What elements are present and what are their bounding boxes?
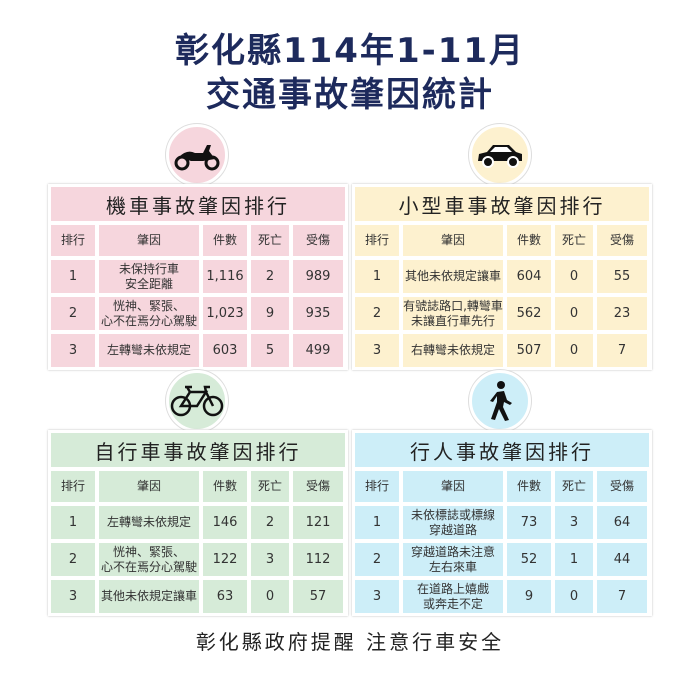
cell-rank: 3: [355, 334, 399, 367]
cell-rank: 3: [51, 334, 95, 367]
footer-reminder: 彰化縣政府提醒 注意行車安全: [195, 630, 505, 654]
cell-deaths: 3: [251, 543, 289, 576]
cell-cases: 507: [507, 334, 551, 367]
cell-injuries: 499: [293, 334, 343, 367]
ranking-panel: 小型車事故肇因排行 排行 肇因 件數 死亡 受傷 1 其他未依規定讓車 604 0 55 2 有號誌路口…: [352, 184, 652, 370]
cell-rank: 3: [355, 580, 399, 613]
title-line-1: 彰化縣114年1-11月: [174, 31, 526, 71]
cell-injuries: 121: [293, 506, 343, 539]
cell-cases: 63: [203, 580, 247, 613]
cell-injuries: 44: [597, 543, 647, 576]
cell-injuries: 64: [597, 506, 647, 539]
column-header-deaths: 死亡: [555, 225, 593, 256]
title-line-2: 交通事故肇因統計: [206, 75, 494, 115]
cell-deaths: 2: [251, 506, 289, 539]
column-header-deaths: 死亡: [555, 471, 593, 502]
cell-injuries: 112: [293, 543, 343, 576]
column-header-rank: 排行: [355, 225, 399, 256]
cell-cause: 未保持行車 安全距離: [99, 260, 199, 293]
cell-cause: 左轉彎未依規定: [99, 334, 199, 367]
cell-cause: 右轉彎未依規定: [403, 334, 503, 367]
cell-deaths: 5: [251, 334, 289, 367]
column-header-rank: 排行: [355, 471, 399, 502]
column-header-cases: 件數: [203, 225, 247, 256]
cell-rank: 2: [355, 297, 399, 330]
column-header-cause: 肇因: [403, 225, 503, 256]
cell-rank: 2: [355, 543, 399, 576]
cell-deaths: 9: [251, 297, 289, 330]
cell-rank: 1: [51, 260, 95, 293]
cell-injuries: 7: [597, 580, 647, 613]
motorcycle-icon: [166, 124, 228, 186]
cell-deaths: 0: [555, 334, 593, 367]
car-icon: [469, 124, 531, 186]
cell-deaths: 2: [251, 260, 289, 293]
cell-cases: 603: [203, 334, 247, 367]
cell-cause: 恍神、緊張、 心不在焉分心駕駛: [99, 297, 199, 330]
cell-rank: 1: [355, 506, 399, 539]
panel-title: 機車事故肇因排行: [51, 187, 345, 221]
cell-cause: 其他未依規定讓車: [99, 580, 199, 613]
cell-injuries: 989: [293, 260, 343, 293]
cell-cases: 52: [507, 543, 551, 576]
pedestrian-icon: [469, 370, 531, 432]
ranking-table: 排行 肇因 件數 死亡 受傷 1 未保持行車 安全距離 1,116 2 989 2 恍神、緊張、 心不…: [51, 225, 345, 367]
cell-injuries: 935: [293, 297, 343, 330]
cell-cases: 146: [203, 506, 247, 539]
cell-rank: 2: [51, 297, 95, 330]
cell-cases: 9: [507, 580, 551, 613]
cell-deaths: 0: [555, 260, 593, 293]
cell-rank: 3: [51, 580, 95, 613]
column-header-cases: 件數: [507, 471, 551, 502]
column-header-injuries: 受傷: [293, 225, 343, 256]
cell-cause: 其他未依規定讓車: [403, 260, 503, 293]
column-header-cause: 肇因: [99, 471, 199, 502]
cell-rank: 1: [355, 260, 399, 293]
cell-deaths: 1: [555, 543, 593, 576]
cell-deaths: 0: [555, 580, 593, 613]
ranking-panel: 行人事故肇因排行 排行 肇因 件數 死亡 受傷 1 未依標誌或標線 穿越道路 73 3 64 2 穿越道…: [352, 430, 652, 616]
column-header-rank: 排行: [51, 225, 95, 256]
cell-rank: 2: [51, 543, 95, 576]
cell-injuries: 7: [597, 334, 647, 367]
cell-rank: 1: [51, 506, 95, 539]
ranking-panel: 機車事故肇因排行 排行 肇因 件數 死亡 受傷 1 未保持行車 安全距離 1,116 2 989 2 恍…: [48, 184, 348, 370]
ranking-table: 排行 肇因 件數 死亡 受傷 1 未依標誌或標線 穿越道路 73 3 64 2 穿越道路未注意 左右來…: [355, 471, 649, 613]
cell-cause: 未依標誌或標線 穿越道路: [403, 506, 503, 539]
bicycle-icon: [166, 370, 228, 432]
column-header-injuries: 受傷: [293, 471, 343, 502]
column-header-cause: 肇因: [403, 471, 503, 502]
column-header-injuries: 受傷: [597, 471, 647, 502]
cell-injuries: 57: [293, 580, 343, 613]
cell-cases: 1,116: [203, 260, 247, 293]
column-header-cases: 件數: [203, 471, 247, 502]
panel-title: 自行車事故肇因排行: [51, 433, 345, 467]
column-header-cause: 肇因: [99, 225, 199, 256]
cell-injuries: 55: [597, 260, 647, 293]
cell-cause: 恍神、緊張、 心不在焉分心駕駛: [99, 543, 199, 576]
cell-injuries: 23: [597, 297, 647, 330]
cell-cause: 左轉彎未依規定: [99, 506, 199, 539]
cell-deaths: 0: [251, 580, 289, 613]
cell-cases: 1,023: [203, 297, 247, 330]
ranking-table: 排行 肇因 件數 死亡 受傷 1 其他未依規定讓車 604 0 55 2 有號誌路口,轉彎車 未讓直行…: [355, 225, 649, 367]
cell-cases: 122: [203, 543, 247, 576]
column-header-cases: 件數: [507, 225, 551, 256]
cell-cases: 604: [507, 260, 551, 293]
cell-deaths: 0: [555, 297, 593, 330]
cell-cause: 穿越道路未注意 左右來車: [403, 543, 503, 576]
cell-deaths: 3: [555, 506, 593, 539]
cell-cause: 在道路上嬉戲 或奔走不定: [403, 580, 503, 613]
ranking-table: 排行 肇因 件數 死亡 受傷 1 左轉彎未依規定 146 2 121 2 恍神、緊張、 心不在焉分心駕…: [51, 471, 345, 613]
column-header-deaths: 死亡: [251, 471, 289, 502]
ranking-panel: 自行車事故肇因排行 排行 肇因 件數 死亡 受傷 1 左轉彎未依規定 146 2 121 2 恍神、緊張…: [48, 430, 348, 616]
cell-cases: 73: [507, 506, 551, 539]
column-header-rank: 排行: [51, 471, 95, 502]
panel-title: 小型車事故肇因排行: [355, 187, 649, 221]
column-header-injuries: 受傷: [597, 225, 647, 256]
panel-title: 行人事故肇因排行: [355, 433, 649, 467]
cell-cause: 有號誌路口,轉彎車 未讓直行車先行: [403, 297, 503, 330]
column-header-deaths: 死亡: [251, 225, 289, 256]
cell-cases: 562: [507, 297, 551, 330]
